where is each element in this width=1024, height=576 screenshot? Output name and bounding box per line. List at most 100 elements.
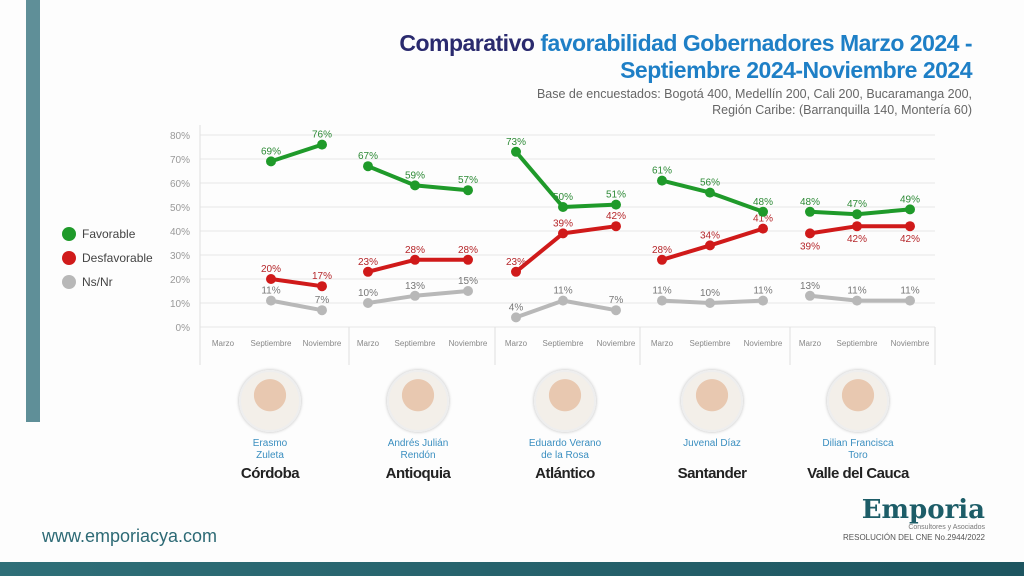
series-line-favorable: [270, 142, 323, 164]
x-tick-label: Septiembre: [395, 339, 436, 348]
x-tick-label: Noviembre: [449, 339, 488, 348]
data-label: 11%: [900, 286, 919, 297]
candidate-name: Dilian Francisca Toro: [788, 438, 928, 462]
legend-label: Favorable: [82, 227, 136, 241]
candidate-card: Eduardo Verano de la Rosa Atlántico: [495, 370, 635, 482]
data-label: 34%: [700, 230, 720, 241]
candidate-name: Eduardo Verano de la Rosa: [495, 438, 635, 462]
y-tick-label: 70%: [170, 155, 190, 166]
title-line2: Septiembre 2024-Noviembre 2024: [620, 57, 972, 83]
x-tick-label: Septiembre: [543, 339, 584, 348]
candidate-name: Juvenal Díaz: [642, 438, 782, 462]
data-point-nsnr: [410, 290, 420, 301]
data-point-nsnr: [705, 298, 715, 308]
data-point-nsnr: [758, 295, 768, 306]
emporia-logo: Emporia Consultores y Asociados RESOLUCI…: [820, 496, 985, 542]
brand-subtitle: Consultores y Asociados: [908, 524, 985, 531]
data-point-favorable: [463, 185, 473, 196]
data-label: 10%: [358, 288, 378, 299]
data-point-favorable: [410, 180, 420, 191]
data-label: 4%: [509, 302, 524, 313]
data-point-nsnr: [317, 305, 327, 316]
legend-desfavorable: Desfavorable: [62, 246, 153, 270]
y-tick-label: 10%: [170, 299, 190, 310]
data-label: 39%: [800, 241, 820, 252]
data-point-favorable: [511, 146, 521, 157]
series-line-nsnr: [270, 298, 323, 313]
data-label: 7%: [609, 295, 624, 306]
data-point-desfavorable: [852, 221, 862, 232]
data-label: 28%: [652, 245, 672, 256]
data-point-nsnr: [463, 286, 473, 296]
candidate-name: Andrés Julián Rendón: [348, 438, 488, 462]
x-tick-label: Marzo: [651, 339, 674, 348]
data-point-nsnr: [266, 295, 276, 306]
data-label: 17%: [312, 271, 332, 282]
y-tick-label: 40%: [170, 227, 190, 238]
data-label: 15%: [458, 276, 478, 287]
legend-favorable: Favorable: [62, 222, 153, 246]
data-point-favorable: [705, 187, 715, 198]
data-label: 28%: [458, 245, 478, 256]
data-label: 7%: [315, 295, 330, 306]
data-point-nsnr: [611, 305, 621, 316]
data-point-desfavorable: [266, 274, 276, 284]
region-name: Antioquia: [385, 465, 451, 482]
data-label: 57%: [458, 175, 478, 186]
data-label: 42%: [847, 234, 867, 245]
x-tick-label: Noviembre: [744, 339, 783, 348]
data-label: 69%: [261, 146, 281, 157]
candidate-card: Andrés Julián Rendón Antioquia: [348, 370, 488, 482]
data-point-desfavorable: [657, 254, 667, 265]
data-label: 56%: [700, 178, 720, 189]
data-label: 42%: [900, 234, 920, 245]
x-tick-label: Septiembre: [690, 339, 731, 348]
x-tick-label: Septiembre: [251, 339, 292, 348]
x-tick-label: Marzo: [505, 339, 528, 348]
chart-legend: Favorable Desfavorable Ns/Nr: [62, 222, 153, 294]
data-point-favorable: [266, 156, 276, 167]
data-point-favorable: [558, 202, 568, 212]
candidate-name-line1: Erasmo: [252, 438, 288, 449]
subtitle-line2: Región Caribe: (Barranquilla 140, Monter…: [712, 103, 972, 117]
data-point-favorable: [758, 206, 768, 217]
data-label: 23%: [358, 257, 378, 268]
y-tick-label: 50%: [170, 203, 190, 214]
candidate-name-line1: Dilian Francisca: [822, 438, 894, 449]
data-point-nsnr: [805, 290, 815, 301]
data-point-desfavorable: [611, 221, 621, 232]
website-link[interactable]: www.emporiacya.com: [42, 526, 218, 546]
legend-nsnr: Ns/Nr: [62, 270, 153, 294]
data-point-desfavorable: [410, 254, 420, 265]
candidate-photo: [827, 370, 889, 432]
data-label: 28%: [405, 245, 425, 256]
data-label: 48%: [753, 197, 773, 208]
data-label: 41%: [753, 214, 773, 225]
data-label: 23%: [506, 257, 526, 268]
candidate-card: Erasmo Zuleta Córdoba: [200, 370, 340, 482]
legend-dot-icon: [62, 275, 76, 289]
candidate-card: Juvenal Díaz Santander: [642, 370, 782, 482]
data-point-desfavorable: [511, 266, 521, 277]
data-point-desfavorable: [705, 240, 715, 251]
data-point-nsnr: [657, 295, 667, 306]
data-point-desfavorable: [905, 221, 915, 232]
subtitle: Base de encuestados: Bogotá 400, Medellí…: [537, 86, 972, 118]
data-point-nsnr: [511, 312, 521, 323]
region-name: Santander: [677, 465, 747, 482]
x-tick-label: Marzo: [357, 339, 380, 348]
data-point-favorable: [657, 175, 667, 186]
data-point-nsnr: [363, 298, 373, 308]
data-point-nsnr: [905, 295, 915, 306]
data-point-desfavorable: [463, 254, 473, 265]
data-point-desfavorable: [363, 266, 373, 277]
series-line-desfavorable: [270, 277, 323, 289]
title-part1: Comparativo: [399, 30, 541, 56]
title-part2: favorabilidad Gobernadores Marzo 2024 -: [540, 30, 972, 56]
region-name: Córdoba: [240, 465, 300, 482]
x-tick-label: Marzo: [212, 339, 235, 348]
candidate-name-line2: Rendón: [400, 450, 436, 461]
data-label: 10%: [700, 288, 720, 299]
data-label: 13%: [405, 281, 425, 292]
